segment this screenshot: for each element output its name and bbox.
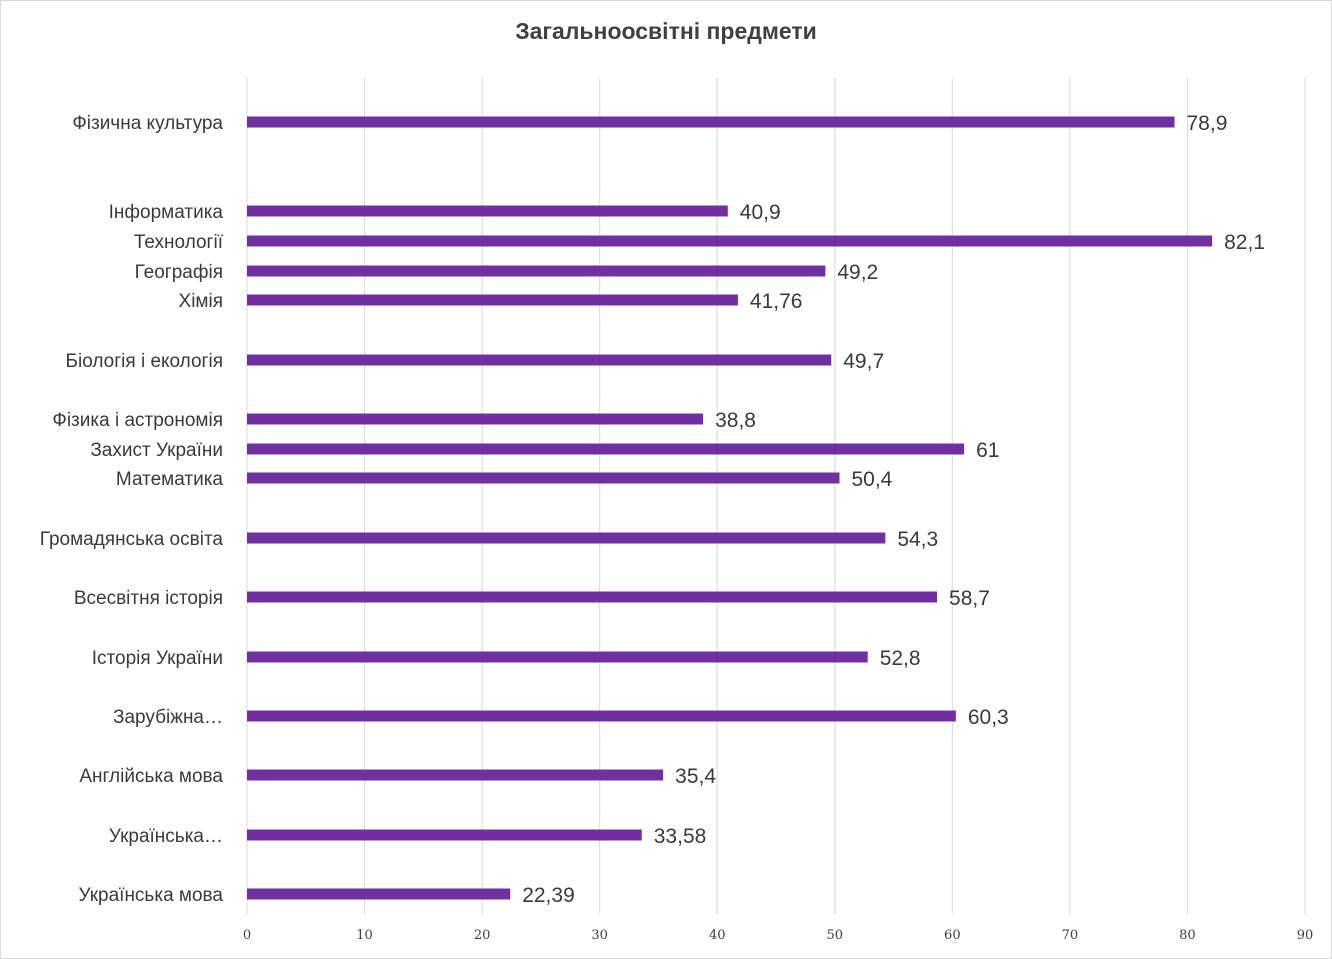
data-label: 82,1 <box>1224 231 1265 254</box>
bar <box>247 769 664 781</box>
category-label: Захист України <box>90 440 223 461</box>
data-label: 58,7 <box>949 587 990 610</box>
category-label: Українська… <box>109 826 223 847</box>
bar <box>247 829 642 841</box>
x-tick-label: 60 <box>944 928 961 943</box>
data-label: 52,8 <box>880 647 921 670</box>
bar <box>247 472 840 484</box>
category-labels: Українська мова Українська… Англійська мов… <box>40 113 224 906</box>
data-label: 60,3 <box>968 706 1009 729</box>
x-tick-label: 10 <box>356 928 373 943</box>
category-label: Всесвітня історія <box>74 588 223 609</box>
bar <box>247 591 938 603</box>
bar <box>247 265 826 277</box>
data-label: 78,9 <box>1187 112 1228 135</box>
data-label: 40,9 <box>740 201 781 224</box>
chart-title: Загальноосвітні предмети <box>515 18 817 44</box>
data-label: 49,7 <box>843 350 884 373</box>
data-label: 61 <box>976 439 999 462</box>
bars <box>247 116 1213 900</box>
bar <box>247 532 886 544</box>
category-label: Зарубіжна… <box>113 707 223 728</box>
x-tick-label: 40 <box>709 928 726 943</box>
data-label: 54,3 <box>897 528 938 551</box>
category-label: Громадянська освіта <box>40 529 224 550</box>
category-label: Фізика і астрономія <box>52 410 223 431</box>
data-label: 22,39 <box>522 884 575 907</box>
x-tick-label: 90 <box>1297 928 1314 943</box>
data-label: 35,4 <box>675 765 716 788</box>
data-labels: 22,39 33,58 35,4 60,3 52,8 58,7 54,3 50,4 61 38,8… <box>522 112 1265 907</box>
x-tick-label: 50 <box>827 928 844 943</box>
category-label: Хімія <box>179 291 223 312</box>
category-label: Фізична культура <box>72 113 223 134</box>
bar <box>247 294 738 306</box>
bar <box>247 235 1213 247</box>
data-label: 41,76 <box>750 290 803 313</box>
data-label: 49,2 <box>837 261 878 284</box>
category-label: Математика <box>116 469 224 490</box>
bar <box>247 354 832 366</box>
data-label: 38,8 <box>715 409 756 432</box>
x-tick-label: 0 <box>243 928 251 943</box>
x-tick-label: 20 <box>474 928 491 943</box>
bar <box>247 443 965 455</box>
x-tick-label: 80 <box>1179 928 1196 943</box>
bar <box>247 651 868 663</box>
category-label: Історія України <box>92 648 223 669</box>
bar <box>247 888 511 900</box>
category-label: Географія <box>135 262 223 283</box>
bar <box>247 205 728 217</box>
category-label: Технології <box>134 232 224 253</box>
category-label: Українська мова <box>79 885 224 906</box>
bar <box>247 413 704 425</box>
bar <box>247 710 956 722</box>
category-label: Інформатика <box>109 202 224 223</box>
data-label: 50,4 <box>851 468 892 491</box>
x-axis-tick-labels: 0 10 20 30 40 50 60 70 80 90 <box>243 928 1313 943</box>
x-tick-label: 30 <box>591 928 608 943</box>
bar <box>247 116 1175 128</box>
category-label: Англійська мова <box>79 766 223 787</box>
data-label: 33,58 <box>654 825 707 848</box>
x-tick-label: 70 <box>1062 928 1079 943</box>
category-label: Біологія і екологія <box>66 351 223 372</box>
